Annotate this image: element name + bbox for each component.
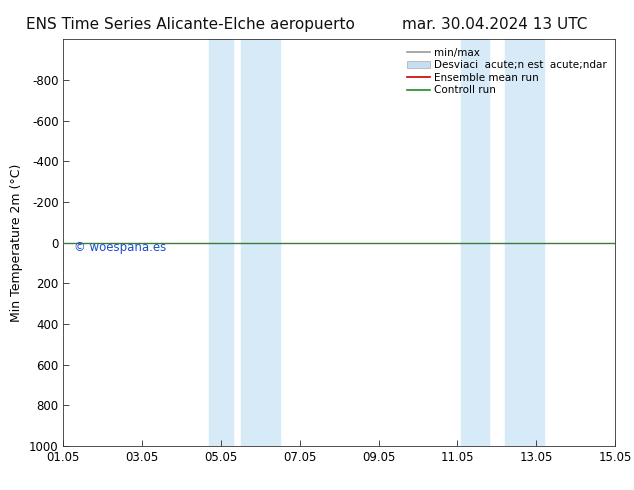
Legend: min/max, Desviaci  acute;n est  acute;ndar, Ensemble mean run, Controll run: min/max, Desviaci acute;n est acute;ndar… <box>404 45 610 98</box>
Y-axis label: Min Temperature 2m (°C): Min Temperature 2m (°C) <box>10 163 23 322</box>
Text: © woespana.es: © woespana.es <box>74 241 167 253</box>
Text: mar. 30.04.2024 13 UTC: mar. 30.04.2024 13 UTC <box>402 17 587 32</box>
Bar <box>505 39 544 446</box>
Bar <box>462 39 489 446</box>
Bar <box>209 39 233 446</box>
Bar <box>241 39 280 446</box>
Text: ENS Time Series Alicante-Elche aeropuerto: ENS Time Series Alicante-Elche aeropuert… <box>26 17 354 32</box>
